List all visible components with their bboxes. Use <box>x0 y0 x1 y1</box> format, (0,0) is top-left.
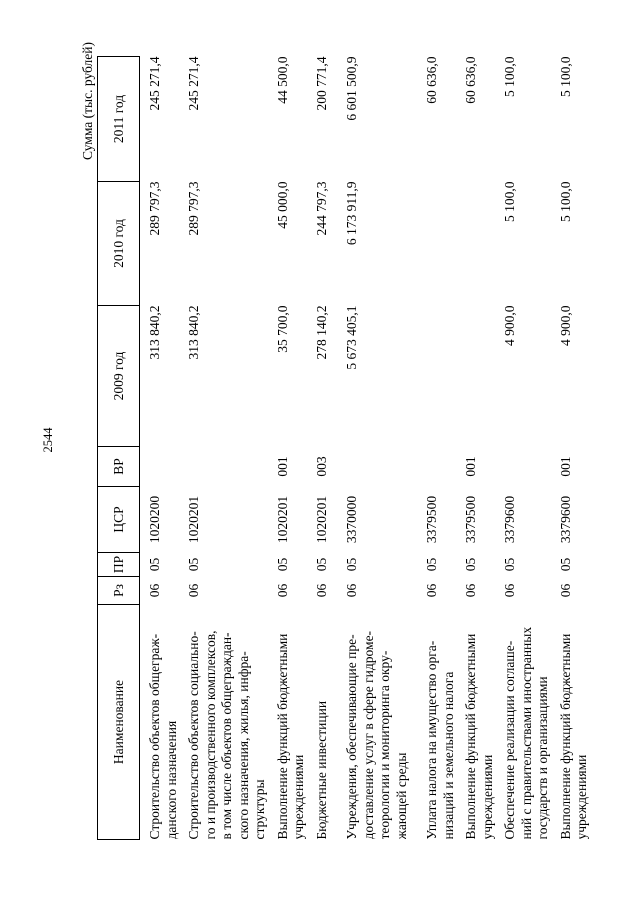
table-row: Выполнение функций бюджетными учреждения… <box>269 57 308 840</box>
cell-pr: 05 <box>463 557 478 572</box>
cell-name: Строительство объектов общеграж- данског… <box>147 633 179 840</box>
cell-2009: 313 840,2 <box>186 305 201 360</box>
rotated-content-area: 2544 Сумма (тыс. рублей) Наименование <box>40 40 640 840</box>
cell-vr <box>410 447 457 487</box>
cell-2009: 278 140,2 <box>313 305 329 360</box>
cell-rz: 06 <box>463 583 478 598</box>
cell-vr: 001 <box>274 456 290 477</box>
header-2010: 2010 год <box>97 181 140 306</box>
cell-2011: 5 100,0 <box>557 56 573 98</box>
cell-2010: 289 797,3 <box>186 181 201 236</box>
cell-2009: 5 673 405,1 <box>344 305 359 370</box>
cell-rz: 06 <box>502 583 517 598</box>
cell-2011: 245 271,4 <box>186 56 201 111</box>
cell-vr <box>496 447 552 487</box>
cell-name: Уплата налога на имущество орга- низаций… <box>424 640 456 840</box>
table-header-row: Наименование Рз ПР ЦСР ВР 2009 год 2010 … <box>97 56 140 840</box>
cell-csr: 1020201 <box>186 495 201 544</box>
header-pr: ПР <box>97 552 140 577</box>
cell-pr: 05 <box>147 557 162 572</box>
cell-rz: 06 <box>147 583 162 598</box>
cell-2010: 6 173 911,9 <box>344 181 359 246</box>
cell-csr: 1020201 <box>313 495 329 544</box>
cell-rz: 06 <box>274 583 290 598</box>
cell-pr: 05 <box>424 557 439 572</box>
cell-rz: 06 <box>424 583 439 598</box>
cell-vr <box>330 447 410 487</box>
cell-2011: 200 771,4 <box>313 56 329 111</box>
cell-2011: 44 500,0 <box>274 56 290 104</box>
budget-table: Наименование Рз ПР ЦСР ВР 2009 год 2010 … <box>97 56 591 840</box>
cell-name: Выполнение функций бюджетными учреждения… <box>463 633 495 840</box>
table-row: Учреждения, обеспечивающие пре- доставле… <box>330 57 410 840</box>
cell-pr: 05 <box>344 557 359 572</box>
cell-2009: 35 700,0 <box>274 305 290 353</box>
header-2011: 2011 год <box>97 56 140 182</box>
cell-2009 <box>410 306 457 447</box>
cell-name: Бюджетные инвестиции <box>313 700 329 840</box>
cell-csr: 1020201 <box>274 495 290 544</box>
cell-rz: 06 <box>557 583 573 598</box>
table-row: Бюджетные инвестиции 06 05 1020201 003 2… <box>308 57 331 840</box>
cell-vr: 001 <box>557 456 573 477</box>
cell-rz: 06 <box>313 583 329 598</box>
cell-rz: 06 <box>186 583 201 598</box>
cell-name: Учреждения, обеспечивающие пре- доставле… <box>344 630 409 840</box>
cell-rz: 06 <box>344 583 359 598</box>
cell-name: Выполнение функций бюджетными учреждения… <box>557 633 590 840</box>
header-rz: Рз <box>97 576 140 605</box>
cell-csr: 1020200 <box>147 495 162 544</box>
cell-2010: 244 797,3 <box>313 181 329 236</box>
cell-2011: 6 601 500,9 <box>344 56 359 121</box>
cell-name: Обеспечение реализации соглаше- ний с пр… <box>502 626 550 840</box>
cell-pr: 05 <box>557 557 573 572</box>
cell-2011: 60 636,0 <box>424 56 439 104</box>
table-row: Уплата налога на имущество орга- низаций… <box>410 57 457 840</box>
cell-vr: 001 <box>463 456 478 477</box>
cell-2009: 313 840,2 <box>147 305 162 360</box>
cell-2010 <box>457 182 496 306</box>
cell-2011: 5 100,0 <box>502 56 517 98</box>
cell-2010 <box>410 182 457 306</box>
cell-2009: 4 900,0 <box>557 305 573 347</box>
cell-vr: 003 <box>313 456 329 477</box>
table-row: Выполнение функций бюджетными учреждения… <box>457 57 496 840</box>
header-2009: 2009 год <box>97 305 140 447</box>
table-row: Выполнение функций бюджетными учреждения… <box>552 57 591 840</box>
table-row: Строительство объектов социально- го и п… <box>180 57 269 840</box>
rotated-canvas: 2544 Сумма (тыс. рублей) Наименование <box>40 40 640 840</box>
table-row: Строительство объектов общеграж- данског… <box>140 57 181 840</box>
cell-name: Выполнение функций бюджетными учреждения… <box>274 633 307 840</box>
cell-csr: 3379600 <box>557 495 573 544</box>
header-name: Наименование <box>97 604 140 840</box>
cell-2009: 4 900,0 <box>502 305 517 347</box>
cell-name: Строительство объектов социально- го и п… <box>186 630 267 840</box>
header-csr: ЦСР <box>97 486 140 553</box>
cell-2010: 289 797,3 <box>147 181 162 236</box>
cell-csr: 3379600 <box>502 495 517 544</box>
cell-pr: 05 <box>274 557 290 572</box>
table-row: Обеспечение реализации соглаше- ний с пр… <box>496 57 552 840</box>
cell-2011: 60 636,0 <box>463 56 478 104</box>
cell-csr: 3379500 <box>463 495 478 544</box>
units-label: Сумма (тыс. рублей) <box>80 42 95 160</box>
cell-pr: 05 <box>313 557 329 572</box>
header-vr: ВР <box>97 446 140 487</box>
cell-2011: 245 271,4 <box>147 56 162 111</box>
cell-2010: 5 100,0 <box>502 181 517 223</box>
cell-vr <box>140 447 181 487</box>
page-number: 2544 <box>41 427 55 453</box>
cell-pr: 05 <box>502 557 517 572</box>
cell-2009 <box>457 306 496 447</box>
cell-pr: 05 <box>186 557 201 572</box>
cell-csr: 3379500 <box>424 495 439 544</box>
cell-vr <box>180 447 269 487</box>
cell-2010: 5 100,0 <box>557 181 573 223</box>
cell-2010: 45 000,0 <box>274 181 290 229</box>
cell-csr: 3370000 <box>344 495 359 544</box>
